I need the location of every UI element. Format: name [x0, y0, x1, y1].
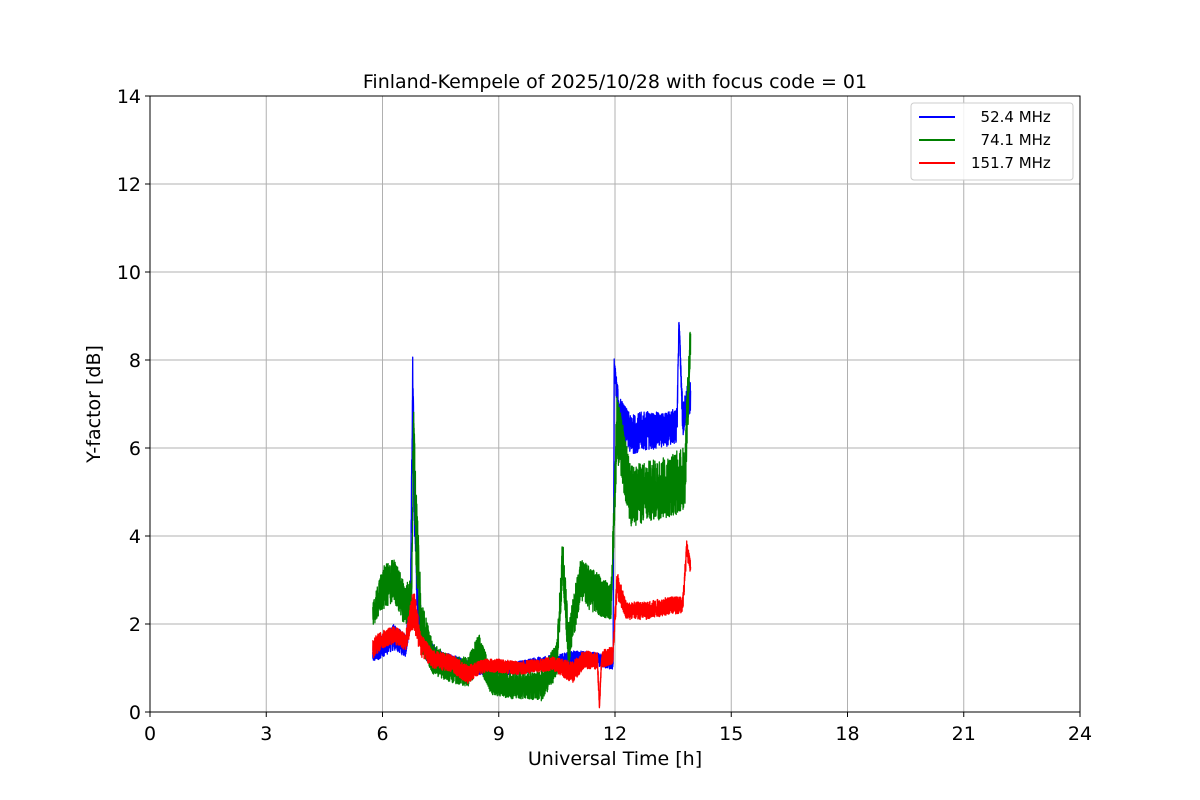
series-layer	[372, 321, 692, 709]
x-tick-label: 9	[493, 723, 505, 745]
y-axis-label: Y-factor [dB]	[83, 345, 105, 464]
y-tick-label: 4	[129, 526, 141, 548]
x-tick-label: 0	[144, 723, 156, 745]
legend-label-2: 151.7 MHz	[971, 154, 1051, 172]
x-tick-label: 21	[952, 723, 976, 745]
x-tick-label: 18	[835, 723, 859, 745]
legend-box	[910, 102, 1074, 181]
x-tick-label: 15	[719, 723, 743, 745]
legend-label-0: 52.4 MHz	[971, 108, 1051, 126]
chart-title: Finland-Kempele of 2025/10/28 with focus…	[363, 71, 867, 93]
x-axis-ticks: 0 3 6 9 12 15 18 21 24	[144, 712, 1092, 745]
y-tick-label: 8	[129, 350, 141, 372]
y-axis-ticks: 0 2 4 6 8 10 12 14	[117, 86, 150, 724]
y-tick-label: 0	[129, 702, 141, 724]
x-axis-label: Universal Time [h]	[528, 748, 702, 770]
x-tick-label: 24	[1068, 723, 1092, 745]
series-line-2	[372, 540, 692, 709]
y-tick-label: 14	[117, 86, 141, 108]
y-tick-label: 6	[129, 438, 141, 460]
legend-label-1: 74.1 MHz	[971, 131, 1051, 149]
y-tick-label: 2	[129, 614, 141, 636]
y-tick-label: 12	[117, 174, 141, 196]
x-tick-label: 6	[376, 723, 388, 745]
y-tick-label: 10	[117, 262, 141, 284]
x-tick-label: 12	[603, 723, 627, 745]
legend: 52.4 MHz 74.1 MHz 151.7 MHz	[910, 102, 1074, 181]
x-tick-label: 3	[260, 723, 272, 745]
